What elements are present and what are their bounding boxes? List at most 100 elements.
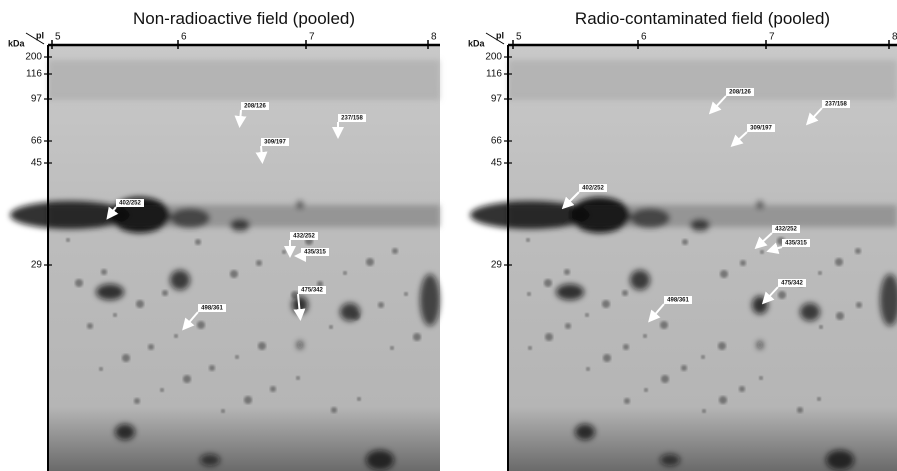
gel-spot — [800, 303, 820, 321]
gel-dot — [624, 398, 630, 404]
spot-arrow — [754, 232, 773, 250]
spot-label: 475/342 — [781, 281, 803, 287]
y-tick-label: 200 — [25, 52, 42, 63]
gel-dot — [87, 323, 93, 329]
gel-spot — [880, 274, 897, 326]
spot-label-box — [822, 100, 850, 108]
x-tick-label: 5 — [516, 32, 522, 43]
x-tick-label: 7 — [309, 32, 315, 43]
spot-label-box — [241, 102, 269, 110]
spot-label: 498/361 — [201, 306, 223, 312]
gel-spot — [230, 219, 250, 231]
gel-spot — [170, 208, 210, 228]
spot-label: 309/197 — [264, 140, 286, 146]
gel-dot — [366, 258, 374, 266]
spot-label: 208/126 — [729, 90, 751, 96]
gel-image — [508, 45, 897, 471]
spot-label-box — [198, 304, 226, 312]
gel-dot — [230, 270, 238, 278]
x-tick-label: 6 — [641, 32, 647, 43]
gel-dot — [174, 334, 178, 338]
spot-label-box — [116, 199, 144, 207]
spot-arrow — [766, 242, 783, 255]
gel-dot — [681, 365, 687, 371]
gel-dot — [197, 321, 205, 329]
gel-dot — [221, 409, 225, 413]
gel-dot — [643, 334, 647, 338]
gel-dot — [682, 239, 688, 245]
gel-dot — [392, 248, 398, 254]
gel-dot — [818, 271, 822, 275]
gel-dot — [404, 292, 408, 296]
spot-label: 432/252 — [293, 234, 315, 240]
spot-label-box — [290, 232, 318, 240]
spot-label-box — [338, 114, 366, 122]
gel-dot — [836, 312, 844, 320]
gel-spot — [752, 296, 768, 314]
spot-arrow — [293, 293, 306, 321]
gel-spot — [630, 208, 670, 228]
gel-dot — [660, 321, 668, 329]
spot-label-box — [261, 138, 289, 146]
gel-dot — [296, 376, 300, 380]
y-tick-label: 66 — [31, 136, 43, 147]
spot-label-box — [579, 184, 607, 192]
spot-label-box — [782, 239, 810, 247]
gel-dot — [136, 300, 144, 308]
gel-dot — [134, 398, 140, 404]
gel-dot — [527, 292, 531, 296]
gel-dot — [565, 323, 571, 329]
gel-dot — [282, 250, 286, 254]
gel-dot — [739, 386, 745, 392]
gel-spot — [575, 424, 595, 440]
gel-spot — [570, 197, 630, 233]
spot-label-box — [301, 248, 329, 256]
gel-dot — [622, 290, 628, 296]
x-tick-label: 8 — [892, 32, 897, 43]
gel-band — [508, 60, 897, 100]
gel-dot — [564, 269, 570, 275]
gel-spot — [96, 284, 124, 300]
gel-dot — [331, 407, 337, 413]
spot-label: 435/315 — [304, 250, 326, 256]
gel-dot — [291, 291, 299, 299]
gel-dot — [343, 271, 347, 275]
gel-dot — [75, 279, 83, 287]
gel-spots — [470, 60, 897, 470]
y-tick-label: 66 — [491, 136, 503, 147]
gel-dot — [623, 344, 629, 350]
gel-dot — [719, 396, 727, 404]
gel-dot — [855, 248, 861, 254]
gel-dot — [817, 397, 821, 401]
gel-dot — [122, 354, 130, 362]
spot-label: 208/126 — [244, 104, 266, 110]
y-axis-label: kDa — [468, 38, 486, 48]
spot-label-box — [778, 279, 806, 287]
axis-corner — [485, 32, 505, 45]
gel-spot — [757, 341, 763, 349]
gel-dot — [235, 355, 239, 359]
gel-spot — [470, 201, 590, 229]
gel-dot — [544, 279, 552, 287]
x-axis-label: pI — [496, 30, 504, 40]
axis-corner — [25, 32, 45, 45]
spot-arrow — [255, 145, 268, 164]
gel-dot — [258, 342, 266, 350]
gel-dot — [819, 325, 823, 329]
gel-dot — [390, 346, 394, 350]
x-tick-label: 6 — [181, 32, 187, 43]
spot-label: 402/252 — [119, 201, 141, 207]
spot-arrow — [234, 109, 247, 128]
x-tick-label: 7 — [769, 32, 775, 43]
gel-dot — [603, 354, 611, 362]
y-tick-label: 29 — [491, 260, 503, 271]
gel-dot — [99, 367, 103, 371]
gel-dot — [183, 375, 191, 383]
y-tick-label: 116 — [486, 69, 502, 80]
spot-label-box — [298, 286, 326, 294]
gel-dot — [66, 238, 70, 242]
gel-dot — [718, 342, 726, 350]
gel-dot — [760, 250, 764, 254]
spot-label-box — [664, 296, 692, 304]
